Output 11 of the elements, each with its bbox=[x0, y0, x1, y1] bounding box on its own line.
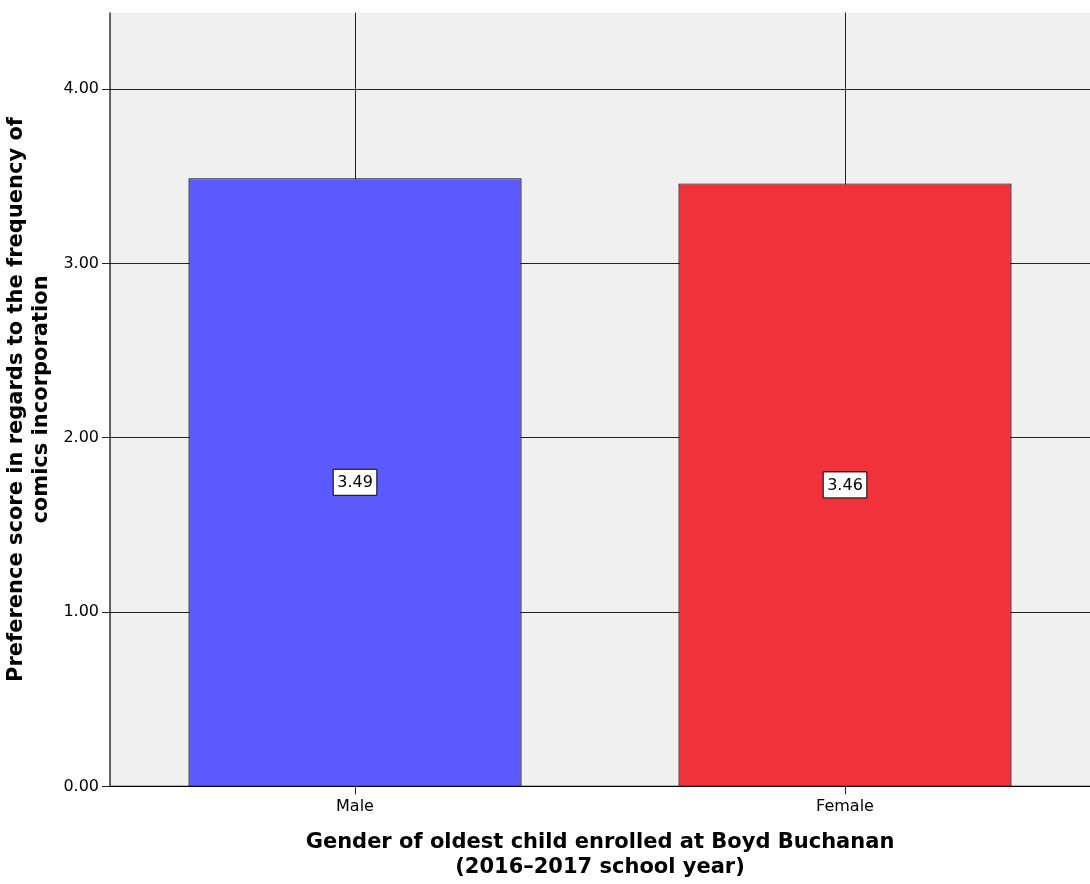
y-tick-label: 2.00 bbox=[63, 427, 100, 446]
y-tick-label: 4.00 bbox=[63, 78, 100, 98]
x-axis-title: Gender of oldest child enrolled at Boyd Buchanan (2016–2017 school year) bbox=[305, 828, 895, 878]
y-axis-title: Preference score in regards to the frequency of comics incorporation bbox=[3, 116, 53, 682]
x-tick-label: Male bbox=[336, 796, 374, 816]
data-label: 3.46 bbox=[827, 475, 863, 495]
data-label: 3.49 bbox=[337, 472, 373, 492]
x-tick-label: Female bbox=[816, 796, 874, 816]
y-tick-label: 1.00 bbox=[63, 601, 100, 621]
y-tick-label: 3.00 bbox=[63, 252, 100, 272]
y-tick-label: 0.00 bbox=[63, 775, 100, 795]
